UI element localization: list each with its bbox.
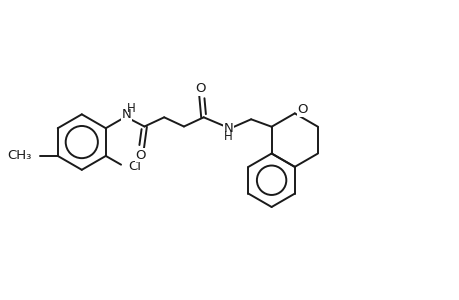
Text: H: H [224, 130, 232, 143]
Text: N: N [122, 108, 131, 121]
Text: Cl: Cl [128, 160, 141, 173]
Text: H: H [127, 102, 136, 115]
Text: CH₃: CH₃ [7, 149, 31, 162]
Text: O: O [135, 149, 146, 162]
Text: N: N [223, 122, 233, 135]
Text: O: O [195, 82, 206, 95]
Text: O: O [297, 103, 307, 116]
